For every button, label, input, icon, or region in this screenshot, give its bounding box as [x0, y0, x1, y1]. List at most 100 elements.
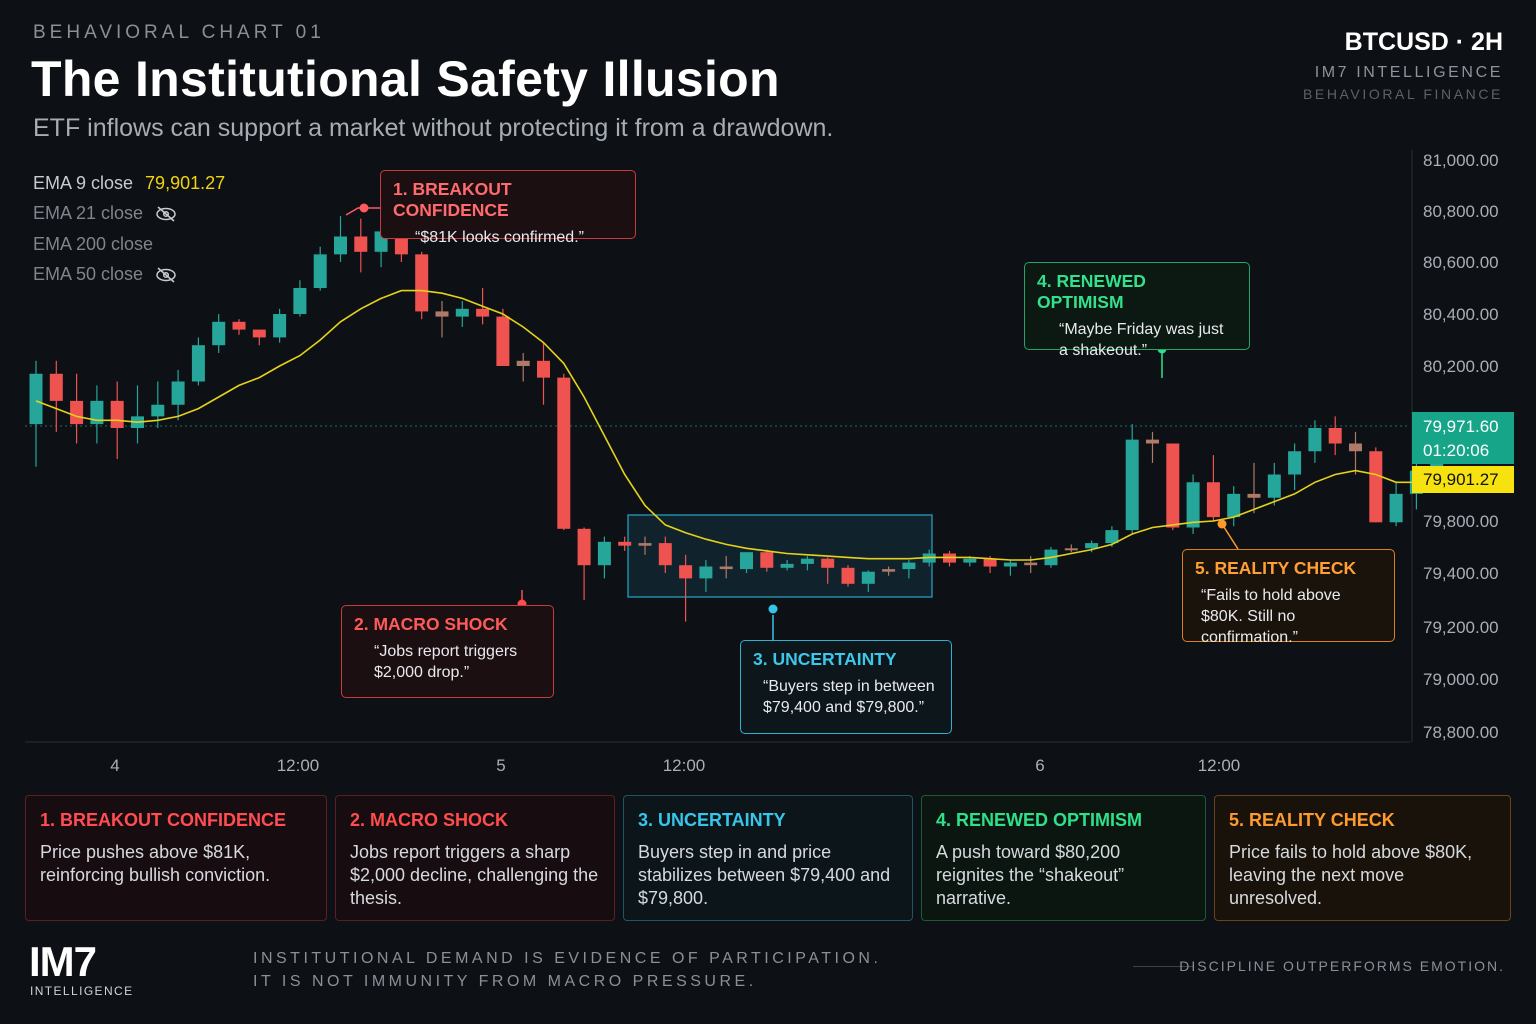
ema-legend-label: EMA 21 close — [33, 203, 144, 224]
callout-title: 1. BREAKOUT CONFIDENCE — [393, 179, 512, 220]
candle — [841, 565, 855, 587]
candle-body — [252, 329, 266, 338]
callout-text: “$81K looks confirmed.” — [415, 229, 584, 246]
callout-title: 2. MACRO SHOCK — [354, 614, 508, 634]
candle — [719, 556, 733, 579]
candle-body — [1186, 482, 1200, 528]
y-tick-label: 80,400.00 — [1423, 305, 1499, 324]
candle-body — [1308, 428, 1322, 452]
chart-grid — [25, 150, 1413, 743]
candle-body — [1105, 530, 1119, 544]
candle-body — [516, 360, 530, 366]
candle-body — [171, 381, 185, 405]
candle-body — [232, 321, 246, 330]
last-price-tag — [1412, 412, 1514, 464]
candle-body — [273, 314, 287, 338]
candle-body — [882, 569, 896, 572]
candle — [1024, 556, 1038, 573]
card-text: Price fails to hold above $80K, leaving … — [1229, 842, 1473, 908]
x-tick-label: 12:00 — [663, 756, 706, 775]
ema-legend-row-50[interactable]: EMA 50 close — [33, 260, 225, 291]
ema9-line — [35, 289, 1437, 561]
candle-body — [90, 400, 104, 425]
candle-body — [212, 321, 226, 346]
candle-body — [1328, 428, 1342, 444]
ema-price-tag — [1412, 466, 1514, 493]
card-text: Price pushes above $81K, reinforcing bul… — [40, 842, 271, 885]
candle — [273, 308, 287, 343]
callout-text: “Maybe Friday was just a shakeout.” — [1059, 321, 1224, 359]
candle — [455, 301, 469, 327]
candle — [618, 536, 632, 551]
candle-body — [618, 541, 632, 546]
candle — [1308, 420, 1322, 463]
ema-legend-label: EMA 50 close — [33, 264, 144, 285]
candle-body — [293, 288, 307, 314]
card-text: Jobs report triggers a sharp $2,000 decl… — [350, 842, 599, 908]
candle-body — [110, 400, 124, 428]
candle-body — [1389, 493, 1403, 523]
eye-hidden-icon[interactable] — [155, 267, 177, 283]
candle — [882, 566, 896, 576]
callout-marker-dot — [768, 604, 778, 614]
candle-body — [557, 377, 571, 529]
candle — [1349, 431, 1362, 475]
candle-body — [658, 543, 672, 566]
callout-uncertainty: 3. UNCERTAINTY “Buyers step in between $… — [740, 640, 952, 734]
candle-body — [1125, 439, 1139, 531]
candle — [800, 556, 814, 571]
candle-body — [821, 558, 835, 568]
candle-body — [800, 558, 814, 564]
candle — [171, 369, 185, 421]
candle — [70, 373, 84, 444]
candle — [354, 218, 368, 273]
candle — [516, 353, 530, 382]
candle — [1328, 416, 1342, 456]
x-tick-label: 4 — [110, 756, 119, 775]
y-tick-label: 79,800.00 — [1423, 512, 1499, 531]
ema-legend-row-200[interactable]: EMA 200 close — [33, 229, 225, 260]
candle-body — [740, 552, 753, 570]
bar-countdown: 01:20:06 — [1423, 441, 1489, 460]
y-tick-label: 79,200.00 — [1423, 618, 1499, 637]
candle — [557, 373, 571, 531]
price-tags: 79,971.60 01:20:06 79,901.27 — [1412, 412, 1514, 493]
candle — [1003, 560, 1017, 576]
candle — [435, 301, 449, 338]
candle-body — [638, 543, 652, 546]
candle-body — [577, 528, 591, 566]
candle-body — [1288, 451, 1302, 475]
candle — [1146, 431, 1159, 463]
candle — [679, 554, 693, 622]
candle — [90, 385, 104, 444]
callout-reality-check: 5. REALITY CHECK “Fails to hold above $8… — [1182, 549, 1395, 646]
x-tick-label: 5 — [496, 756, 505, 775]
page-subtitle: ETF inflows can support a market without… — [33, 114, 834, 142]
ema-legend-value: 79,901.27 — [145, 172, 226, 193]
ema-legend-label: EMA 200 close — [33, 233, 154, 254]
candle — [597, 536, 611, 579]
candle-body — [49, 373, 63, 401]
ema-legend-row-9[interactable]: EMA 9 close 79,901.27 — [33, 168, 225, 199]
time-axis: 4 12:00 5 12:00 6 12:00 — [110, 756, 1240, 775]
candle — [1227, 486, 1241, 527]
candle-body — [597, 541, 611, 566]
y-tick-label: 79,400.00 — [1423, 564, 1499, 583]
callout-marker-dot — [1217, 519, 1227, 529]
candle — [496, 308, 510, 366]
footer-quote-line: IT IS NOT IMMUNITY FROM MACRO PRESSURE. — [253, 973, 757, 990]
candle-body — [780, 563, 794, 568]
candle — [740, 552, 753, 573]
candle-body — [1064, 548, 1078, 551]
ema-legend-row-21[interactable]: EMA 21 close — [33, 199, 225, 230]
eye-hidden-icon[interactable] — [155, 206, 177, 222]
consolidation-range-box — [627, 514, 933, 598]
footer-tagline: DISCIPLINE OUTPERFORMS EMOTION. — [1179, 958, 1505, 974]
candle — [902, 560, 916, 579]
candle — [821, 557, 835, 584]
y-tick-label: 80,200.00 — [1423, 357, 1499, 376]
candle — [943, 550, 956, 567]
x-tick-label: 12:00 — [1198, 756, 1241, 775]
price-chart[interactable]: 81,000.00 80,800.00 80,600.00 80,400.00 80,2… — [0, 0, 1536, 790]
candle — [334, 216, 347, 262]
